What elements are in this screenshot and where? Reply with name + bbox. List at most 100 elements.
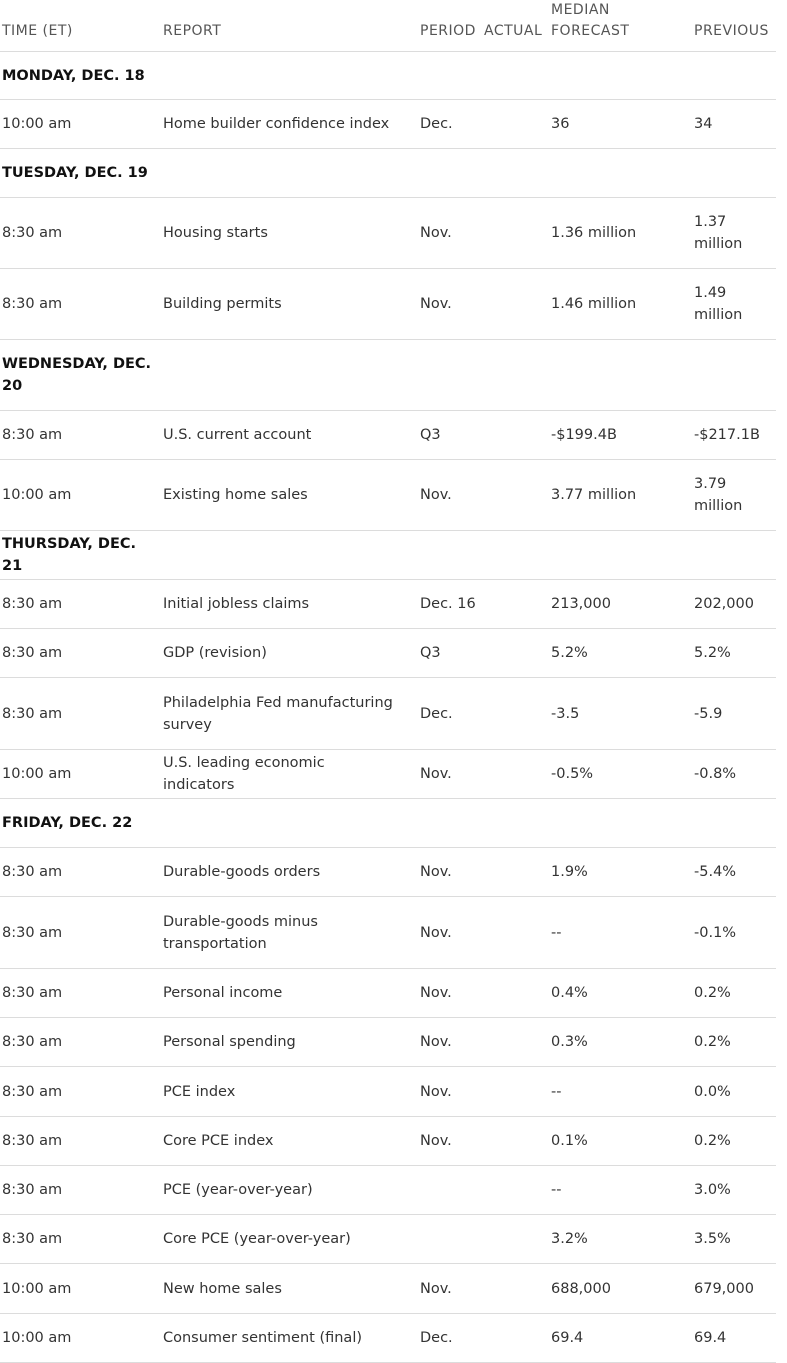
cell-time: 10:00 am (0, 1264, 163, 1314)
day-header-row: FRIDAY, DEC. 22 (0, 799, 776, 848)
cell-time: 8:30 am (0, 269, 163, 340)
cell-time: 10:00 am (0, 460, 163, 531)
cell-actual (484, 897, 551, 969)
cell-previous: 0.2% (694, 1018, 776, 1067)
empty-cell (551, 531, 694, 580)
cell-period: Nov. (420, 269, 484, 340)
cell-forecast: 0.3% (551, 1018, 694, 1067)
cell-period: Q3 (420, 411, 484, 460)
cell-time: 8:30 am (0, 580, 163, 629)
cell-previous: 679,000 (694, 1264, 776, 1314)
cell-actual (484, 848, 551, 897)
cell-time: 8:30 am (0, 1215, 163, 1264)
cell-actual (484, 969, 551, 1018)
cell-period: Dec. 16 (420, 580, 484, 629)
cell-previous: 0.2% (694, 1117, 776, 1166)
cell-time: 10:00 am (0, 750, 163, 799)
cell-forecast: 688,000 (551, 1264, 694, 1314)
cell-period: Nov. (420, 969, 484, 1018)
cell-time: 8:30 am (0, 629, 163, 678)
cell-period: Nov. (420, 750, 484, 799)
cell-actual (484, 100, 551, 149)
cell-forecast: 1.46 million (551, 269, 694, 340)
day-label: WEDNESDAY, DEC. 20 (2, 353, 152, 397)
cell-report: GDP (revision) (163, 629, 420, 678)
cell-period: Nov. (420, 460, 484, 531)
day-header-row: WEDNESDAY, DEC. 20 (0, 340, 776, 411)
cell-actual (484, 580, 551, 629)
cell-actual (484, 411, 551, 460)
cell-report: Housing starts (163, 198, 420, 269)
cell-report: Consumer sentiment (final) (163, 1314, 420, 1363)
cell-forecast: -- (551, 1067, 694, 1117)
cell-actual (484, 460, 551, 531)
cell-actual (484, 1117, 551, 1166)
cell-actual (484, 1215, 551, 1264)
cell-actual (484, 678, 551, 750)
cell-time: 8:30 am (0, 1018, 163, 1067)
col-header-actual: ACTUAL (484, 0, 551, 52)
cell-report: Existing home sales (163, 460, 420, 531)
cell-forecast: 0.1% (551, 1117, 694, 1166)
cell-actual (484, 750, 551, 799)
cell-forecast: 0.4% (551, 969, 694, 1018)
cell-actual (484, 198, 551, 269)
day-header-row: TUESDAY, DEC. 19 (0, 149, 776, 198)
cell-period: Dec. (420, 100, 484, 149)
col-header-forecast-line1: MEDIAN (551, 2, 610, 18)
empty-cell (551, 52, 694, 100)
cell-time: 8:30 am (0, 1117, 163, 1166)
empty-cell (484, 799, 551, 848)
cell-forecast: -$199.4B (551, 411, 694, 460)
cell-period: Nov. (420, 1117, 484, 1166)
day-header-row: THURSDAY, DEC. 21 (0, 531, 776, 580)
day-label: TUESDAY, DEC. 19 (2, 162, 148, 184)
cell-actual (484, 1067, 551, 1117)
cell-previous: 0.0% (694, 1067, 776, 1117)
cell-time: 8:30 am (0, 897, 163, 969)
cell-actual (484, 629, 551, 678)
day-label: MONDAY, DEC. 18 (2, 65, 145, 87)
cell-forecast: -- (551, 897, 694, 969)
cell-previous: -0.1% (694, 897, 776, 969)
cell-previous: -0.8% (694, 750, 776, 799)
empty-cell (484, 149, 551, 198)
cell-previous: 1.37 million (694, 198, 776, 269)
cell-time: 8:30 am (0, 411, 163, 460)
cell-previous: 34 (694, 100, 776, 149)
cell-report: Core PCE (year-over-year) (163, 1215, 420, 1264)
empty-cell (420, 340, 484, 411)
cell-previous: 0.2% (694, 969, 776, 1018)
cell-period (420, 1166, 484, 1215)
cell-report: New home sales (163, 1264, 420, 1314)
cell-actual (484, 1166, 551, 1215)
cell-previous: 69.4 (694, 1314, 776, 1363)
cell-forecast: -3.5 (551, 678, 694, 750)
cell-report: U.S. current account (163, 411, 420, 460)
cell-time: 10:00 am (0, 100, 163, 149)
col-header-previous: PREVIOUS (694, 0, 776, 52)
cell-period: Nov. (420, 848, 484, 897)
cell-previous: -$217.1B (694, 411, 776, 460)
empty-cell (420, 799, 484, 848)
cell-report: Core PCE index (163, 1117, 420, 1166)
cell-report: Philadelphia Fed manufacturing survey (163, 678, 420, 750)
cell-period: Q3 (420, 629, 484, 678)
cell-actual (484, 1018, 551, 1067)
cell-forecast: 1.9% (551, 848, 694, 897)
cell-report: Home builder confidence index (163, 100, 420, 149)
